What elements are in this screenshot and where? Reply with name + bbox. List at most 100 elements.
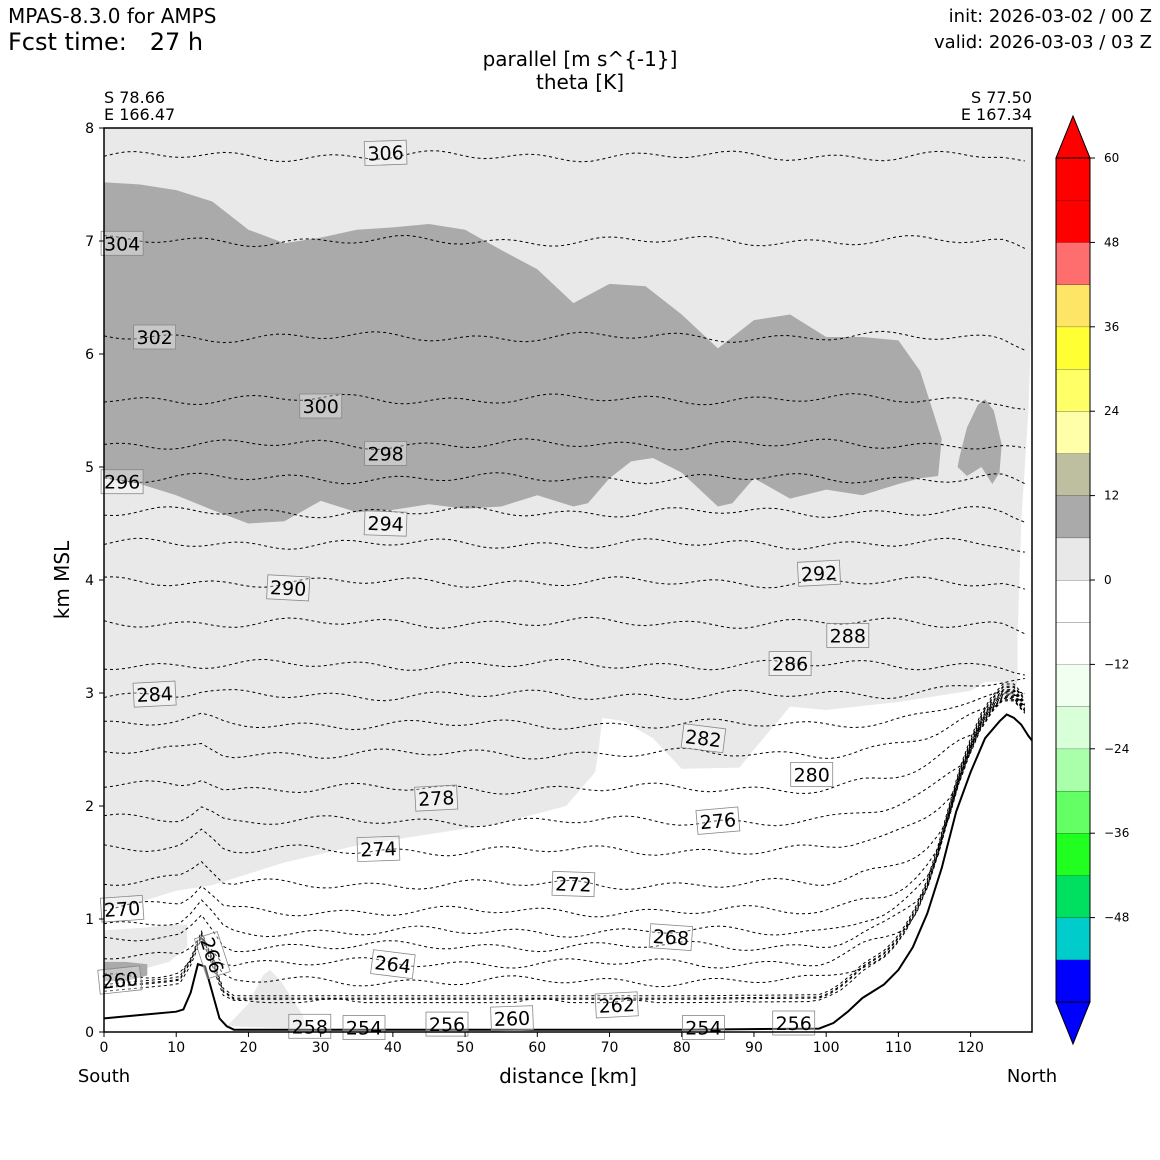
theta-contour-264 bbox=[104, 691, 1026, 969]
theta-label-box bbox=[790, 762, 834, 787]
theta-label-276: 276 bbox=[695, 806, 741, 835]
colorbar-tick-label: 48 bbox=[1104, 235, 1119, 249]
theta-label-text: 280 bbox=[794, 764, 830, 786]
theta-label-260: 260 bbox=[490, 1005, 534, 1032]
y-tick-label: 0 bbox=[85, 1025, 94, 1041]
theta-label-box bbox=[682, 1015, 725, 1040]
theta-label-text: 276 bbox=[699, 809, 737, 834]
colorbar-segment bbox=[1056, 875, 1090, 918]
theta-label-254: 254 bbox=[682, 1015, 725, 1040]
forecast-time-value: 27 h bbox=[149, 28, 204, 56]
theta-contour-298 bbox=[104, 438, 1025, 451]
run-times: init: 2026-03-02 / 00 Z valid: 2026-03-0… bbox=[934, 4, 1152, 56]
init-time: init: 2026-03-02 / 00 Z bbox=[948, 6, 1152, 27]
theta-label-290: 290 bbox=[266, 574, 311, 602]
theta-label-text: 292 bbox=[800, 562, 837, 586]
end-lon: E 167.34 bbox=[960, 105, 1032, 124]
theta-label-box bbox=[648, 923, 694, 951]
theta-label-box bbox=[342, 1015, 386, 1040]
forecast-time: Fcst time: 27 h bbox=[8, 28, 203, 56]
theta-contour-294 bbox=[104, 506, 1025, 523]
theta-label-text: 282 bbox=[684, 726, 723, 752]
chart-title-line2: theta [K] bbox=[536, 70, 624, 94]
theta-label-box bbox=[97, 965, 143, 995]
theta-contour-296 bbox=[104, 472, 1026, 485]
y-tick-label: 5 bbox=[85, 460, 94, 476]
theta-contour-284 bbox=[104, 678, 1025, 702]
theta-label-box bbox=[414, 784, 459, 812]
forecast-time-label: Fcst time: bbox=[8, 28, 127, 56]
x-tick-label: 80 bbox=[673, 1040, 691, 1056]
colorbar-tick-label: 60 bbox=[1104, 151, 1119, 165]
colorbar-segment bbox=[1056, 453, 1090, 496]
theta-label-280: 280 bbox=[790, 762, 834, 787]
colorbar-segment bbox=[1056, 959, 1090, 1002]
theta-label-298: 298 bbox=[364, 440, 408, 466]
theta-contour-290 bbox=[104, 576, 1025, 590]
theta-label-box bbox=[266, 574, 311, 602]
theta-label-text: 262 bbox=[598, 994, 635, 1018]
theta-label-box bbox=[772, 1010, 816, 1036]
x-tick-label: 100 bbox=[813, 1040, 840, 1056]
colorbar-segment bbox=[1056, 537, 1090, 580]
start-lat: S 78.66 bbox=[104, 88, 166, 107]
theta-label-box bbox=[363, 139, 408, 167]
colorbar-min-arrow bbox=[1055, 1001, 1091, 1046]
theta-label-260: 260 bbox=[97, 965, 143, 995]
theta-label-264: 264 bbox=[370, 949, 416, 980]
y-axis-label: km MSL bbox=[50, 540, 74, 619]
colorbar-segment bbox=[1056, 411, 1090, 454]
theta-contour-262 bbox=[104, 690, 1026, 1004]
y-tick-label: 6 bbox=[85, 347, 94, 363]
theta-label-box bbox=[490, 1005, 534, 1032]
theta-contour-270 bbox=[104, 694, 1026, 918]
y-tick-label: 7 bbox=[85, 234, 94, 250]
theta-label-text: 304 bbox=[104, 233, 140, 255]
theta-label-box bbox=[132, 680, 177, 708]
theta-label-box bbox=[680, 723, 727, 754]
colorbar-tick-label: 36 bbox=[1104, 320, 1119, 334]
theta-label-262: 262 bbox=[594, 991, 639, 1019]
x-tick-label: 70 bbox=[601, 1040, 619, 1056]
theta-label-text: 274 bbox=[360, 838, 397, 861]
theta-label-292: 292 bbox=[796, 559, 842, 587]
y-tick-label: 1 bbox=[85, 912, 94, 928]
x-tick-label: 90 bbox=[745, 1040, 763, 1056]
colorbar-tick-label: −36 bbox=[1104, 826, 1129, 840]
theta-label-254: 254 bbox=[342, 1015, 386, 1040]
theta-label-288: 288 bbox=[826, 623, 870, 648]
theta-contour-306 bbox=[104, 150, 1025, 163]
x-tick-label: 110 bbox=[885, 1040, 912, 1056]
theta-contour-274 bbox=[104, 697, 1026, 857]
theta-label-text: 306 bbox=[367, 142, 404, 165]
x-axis-label: distance [km] bbox=[499, 1064, 637, 1088]
theta-label-282: 282 bbox=[680, 723, 727, 754]
theta-contour-256 bbox=[104, 685, 1026, 999]
y-tick-label: 8 bbox=[85, 121, 94, 137]
theta-contour-278 bbox=[104, 699, 1026, 795]
theta-label-text: 298 bbox=[367, 443, 403, 465]
colorbar-tick-label: 24 bbox=[1104, 404, 1119, 418]
x-tick-label: 30 bbox=[312, 1040, 330, 1056]
theta-label-text: 286 bbox=[772, 654, 808, 676]
colorbar-segment bbox=[1056, 158, 1090, 201]
theta-label-box bbox=[133, 324, 177, 350]
theta-contour-300 bbox=[104, 393, 1025, 410]
colorbar-segment bbox=[1056, 326, 1090, 369]
colorbar-segment bbox=[1056, 706, 1090, 749]
theta-contour-288 bbox=[104, 616, 1026, 635]
colorbar-segment bbox=[1056, 580, 1090, 623]
colorbar-segment bbox=[1056, 748, 1090, 791]
theta-label-box bbox=[768, 651, 812, 676]
theta-label-304: 304 bbox=[100, 230, 144, 256]
theta-label-text: 256 bbox=[429, 1014, 465, 1036]
theta-label-text: 254 bbox=[346, 1018, 382, 1040]
theta-label-box bbox=[594, 991, 639, 1019]
terrain-line bbox=[104, 713, 1032, 1031]
model-title: MPAS-8.3.0 for AMPS bbox=[8, 4, 217, 28]
colorbar-segment bbox=[1056, 242, 1090, 285]
theta-label-258: 258 bbox=[288, 1013, 332, 1039]
theta-label-box bbox=[356, 835, 401, 863]
theta-label-box bbox=[695, 806, 741, 835]
colorbar-tick-label: 12 bbox=[1104, 489, 1119, 503]
